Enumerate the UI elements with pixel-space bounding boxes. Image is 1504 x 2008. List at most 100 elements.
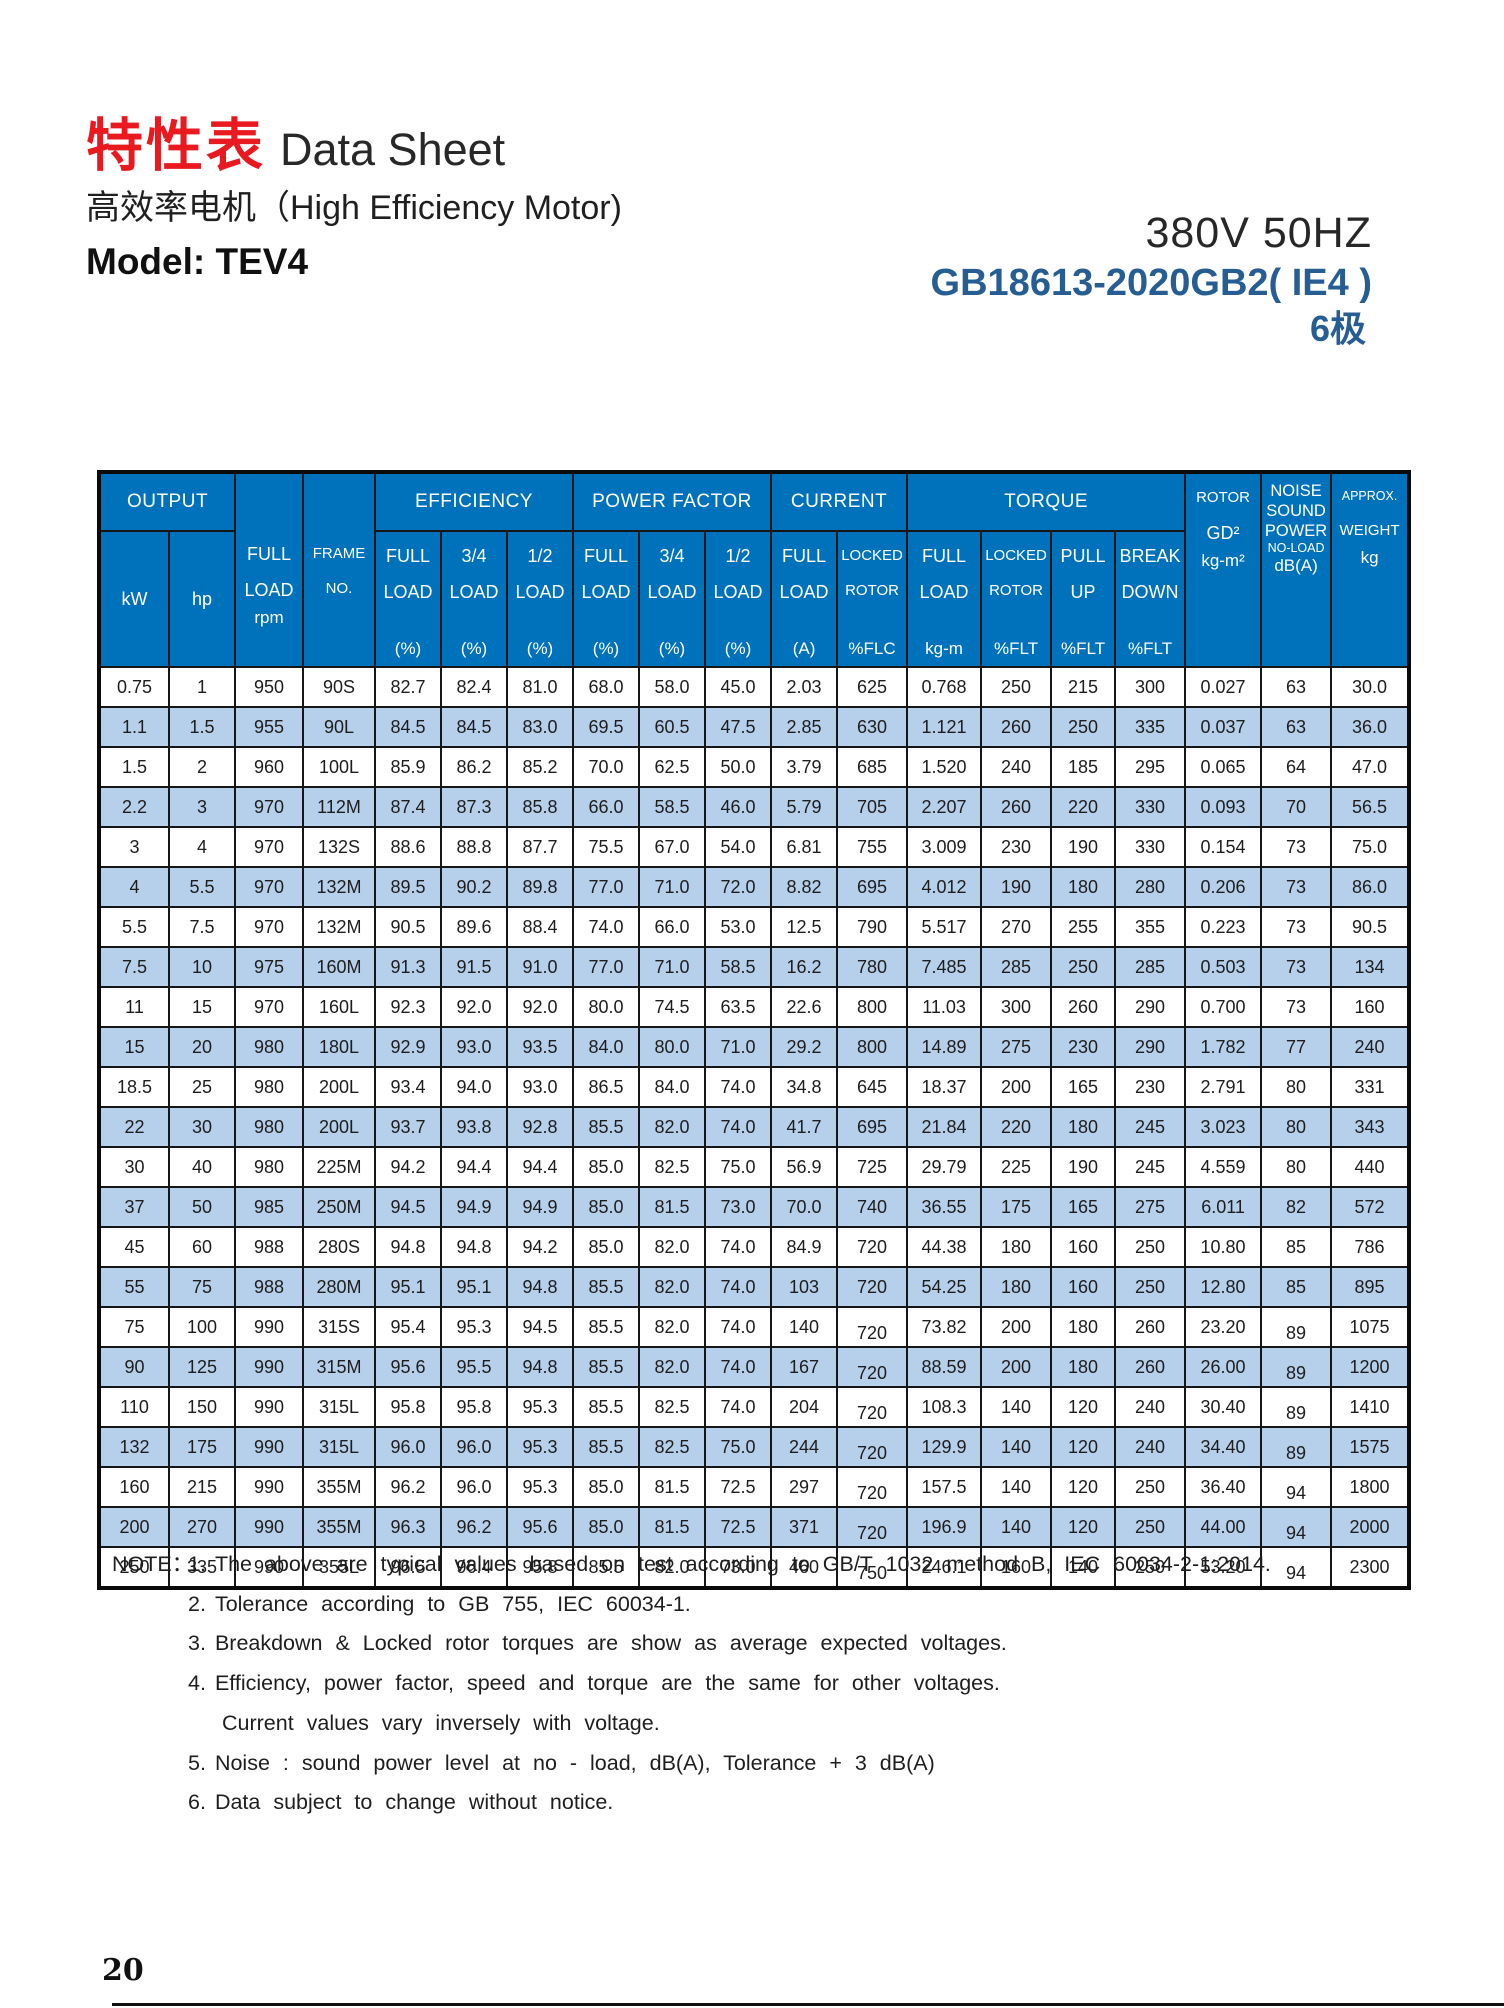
- cell-kw: 3: [98, 826, 170, 868]
- cell-rotor_gd2: 0.154: [1184, 826, 1263, 868]
- poles-label: 6极: [1309, 308, 1366, 349]
- cell-current_full: 140: [770, 1306, 839, 1348]
- cell-torque_full: 21.84: [906, 1106, 983, 1148]
- kw-cell: kW: [101, 532, 168, 666]
- cell-pf_full: 85.5: [572, 1106, 641, 1148]
- cell-torque_break_down: 250: [1114, 1546, 1187, 1589]
- cell-rotor_gd2: 12.80: [1184, 1266, 1263, 1308]
- cell-torque_pull_up: 230: [1050, 1026, 1117, 1068]
- torque-full-cell: FULL LOAD kg-m: [908, 532, 980, 666]
- cell-current_locked_rotor: 750: [836, 1546, 909, 1589]
- cell-weight: 36.0: [1330, 706, 1411, 748]
- cell-torque_break_down: 260: [1114, 1346, 1187, 1388]
- cell-kw: 132: [98, 1426, 170, 1468]
- cell-frame_no: 280S: [302, 1226, 377, 1268]
- cell-pf_full: 85.0: [572, 1226, 641, 1268]
- cell-current_locked_rotor: 720: [836, 1306, 909, 1348]
- cell-frame_no: 180L: [302, 1026, 377, 1068]
- cell-eff_1_2: 85.8: [506, 786, 575, 828]
- cell-pf_1_2: 74.0: [704, 1266, 773, 1308]
- cell-noise: 82: [1260, 1186, 1333, 1228]
- hdr-line: FRAME: [312, 545, 366, 562]
- cell-kw: 1.1: [98, 706, 170, 748]
- cell-frame_no: 200L: [302, 1066, 377, 1108]
- cell-pf_1_2: 63.5: [704, 986, 773, 1028]
- cell-rotor_gd2: 23.20: [1184, 1306, 1263, 1348]
- table-row: 110 150 990 315L 95.8 95.8 95.3 85.5 82.5 74.0 204…: [98, 1386, 1411, 1428]
- hdr-line: LOAD: [713, 582, 763, 602]
- hdr-unit: rpm: [254, 608, 284, 627]
- cell-pf_1_2: 45.0: [704, 666, 773, 708]
- hdr-unit: (A): [792, 638, 816, 658]
- cell-rotor_gd2: 34.40: [1184, 1426, 1263, 1468]
- note-item: 3. Breakdown & Locked rotor torques are …: [112, 1631, 1412, 1656]
- cell-kw: 15: [98, 1026, 170, 1068]
- hdr-line: ROTOR: [845, 582, 899, 600]
- cell-frame_no: 100L: [302, 746, 377, 788]
- note-text: Breakdown & Locked rotor torques are sho…: [214, 1631, 1007, 1656]
- cell-current_full: 56.9: [770, 1146, 839, 1188]
- table-row: 3 4 970 132S 88.6 88.8 87.7 75.5 67.0 54.0 6.81 755…: [98, 826, 1411, 868]
- cell-torque_break_down: 335: [1114, 706, 1187, 748]
- cell-pf_1_2: 46.0: [704, 786, 773, 828]
- cell-eff_1_2: 94.9: [506, 1186, 575, 1228]
- cell-hp: 215: [167, 1466, 237, 1508]
- cell-weight: 1800: [1330, 1466, 1411, 1508]
- cell-eff_full: 96.2: [374, 1466, 443, 1508]
- cell-eff_full: 96.3: [374, 1506, 443, 1548]
- cell-eff_1_2: 91.0: [506, 946, 575, 988]
- cell-weight: 90.5: [1330, 906, 1411, 948]
- cell-rotor_gd2: 3.023: [1184, 1106, 1263, 1148]
- cell-hp: 25: [167, 1066, 237, 1108]
- note-number: 3.: [188, 1631, 206, 1656]
- cell-eff_full: 95.4: [374, 1306, 443, 1348]
- cell-torque_locked_rotor: 225: [980, 1146, 1053, 1188]
- page-number: 20: [102, 1953, 144, 1988]
- hdr-line: NOISE: [1270, 482, 1322, 500]
- cell-eff_full: 91.3: [374, 946, 443, 988]
- hdr-line: LOAD: [515, 582, 565, 602]
- cell-torque_locked_rotor: 200: [980, 1066, 1053, 1108]
- cell-torque_pull_up: 260: [1050, 986, 1117, 1028]
- cell-eff_3_4: 94.8: [440, 1226, 509, 1268]
- cell-pf_full: 85.0: [572, 1466, 641, 1508]
- cell-pf_1_2: 54.0: [704, 826, 773, 868]
- cell-rotor_gd2: 36.40: [1184, 1466, 1263, 1508]
- spec-table-body: 0.75 1 950 90S 82.7 82.4 81.0 68.0 58.0 45.0 2.03 6…: [98, 666, 1411, 1589]
- cell-torque_locked_rotor: 190: [980, 866, 1053, 908]
- cell-torque_pull_up: 190: [1050, 1146, 1117, 1188]
- cell-rotor_gd2: 0.093: [1184, 786, 1263, 828]
- cell-rotor_gd2: 4.559: [1184, 1146, 1263, 1188]
- cell-pf_full: 84.0: [572, 1026, 641, 1068]
- cell-pf_full: 85.0: [572, 1186, 641, 1228]
- col-header-current-full: FULL LOAD (A): [770, 530, 839, 668]
- cell-current_full: 371: [770, 1506, 839, 1548]
- cell-torque_pull_up: 165: [1050, 1066, 1117, 1108]
- cell-pf_1_2: 74.0: [704, 1346, 773, 1388]
- cell-pf_3_4: 82.0: [638, 1266, 707, 1308]
- cell-hp: 3: [167, 786, 237, 828]
- cell-pf_1_2: 58.5: [704, 946, 773, 988]
- spec-table-head: OUTPUT FULL LOAD rpm FRAME NO.: [97, 471, 1411, 668]
- table-row: 1.5 2 960 100L 85.9 86.2 85.2 70.0 62.5 50.0 3.79 6…: [98, 746, 1411, 788]
- cell-torque_locked_rotor: 175: [980, 1186, 1053, 1228]
- cell-current_locked_rotor: 725: [836, 1146, 909, 1188]
- cell-torque_break_down: 250: [1114, 1226, 1187, 1268]
- cell-current_locked_rotor: 695: [836, 1106, 909, 1148]
- cell-torque_full: 14.89: [906, 1026, 983, 1068]
- cell-rpm: 990: [234, 1306, 305, 1348]
- hdr-unit: (%): [724, 638, 752, 658]
- notes-block: NOTE： 1. The above are typical values ba…: [112, 1552, 1412, 1830]
- cell-pf_full: 85.5: [572, 1426, 641, 1468]
- weight-cell: APPROX. WEIGHT kg: [1332, 474, 1407, 575]
- cell-pf_full: 77.0: [572, 866, 641, 908]
- hdr-line: LOAD: [383, 582, 433, 602]
- note-label: NOTE：: [112, 1552, 194, 1576]
- table-row: 37 50 985 250M 94.5 94.9 94.9 85.0 81.5 73.0 70.0 7…: [98, 1186, 1411, 1228]
- cell-noise: 85: [1260, 1226, 1333, 1268]
- hdr-line: LOAD: [919, 582, 969, 602]
- cell-torque_full: 1.520: [906, 746, 983, 788]
- hdr-unit: kg-m: [925, 638, 963, 658]
- cell-current_locked_rotor: 705: [836, 786, 909, 828]
- cell-rpm: 985: [234, 1186, 305, 1228]
